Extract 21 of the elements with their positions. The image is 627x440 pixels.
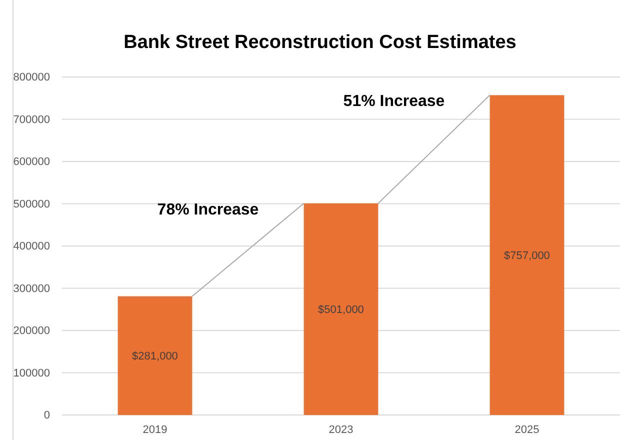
y-tick-label: 100000: [13, 367, 50, 380]
y-tick-label: 300000: [13, 282, 50, 295]
data-label: $281,000: [132, 350, 178, 363]
bar: [118, 296, 192, 415]
y-tick-label: 0: [44, 410, 50, 422]
data-label: $501,000: [318, 304, 364, 316]
y-tick-label: 200000: [13, 325, 50, 338]
y-tick-label: 400000: [13, 240, 50, 253]
y-tick-label: 800000: [13, 72, 50, 84]
annotation: 51% Increase: [343, 93, 445, 110]
chart-title: Bank Street Reconstruction Cost Estimates: [124, 32, 516, 53]
x-tick-label: 2019: [142, 424, 168, 436]
bar: [304, 203, 378, 415]
x-tick-label: 2023: [328, 424, 354, 436]
y-tick-label: 700000: [13, 114, 50, 126]
data-label: $757,000: [504, 250, 550, 262]
y-tick-label: 600000: [13, 156, 50, 168]
y-tick-label: 500000: [13, 198, 50, 210]
bar: [490, 95, 564, 415]
annotation: 78% Increase: [157, 201, 259, 218]
x-tick-label: 2025: [514, 424, 540, 436]
